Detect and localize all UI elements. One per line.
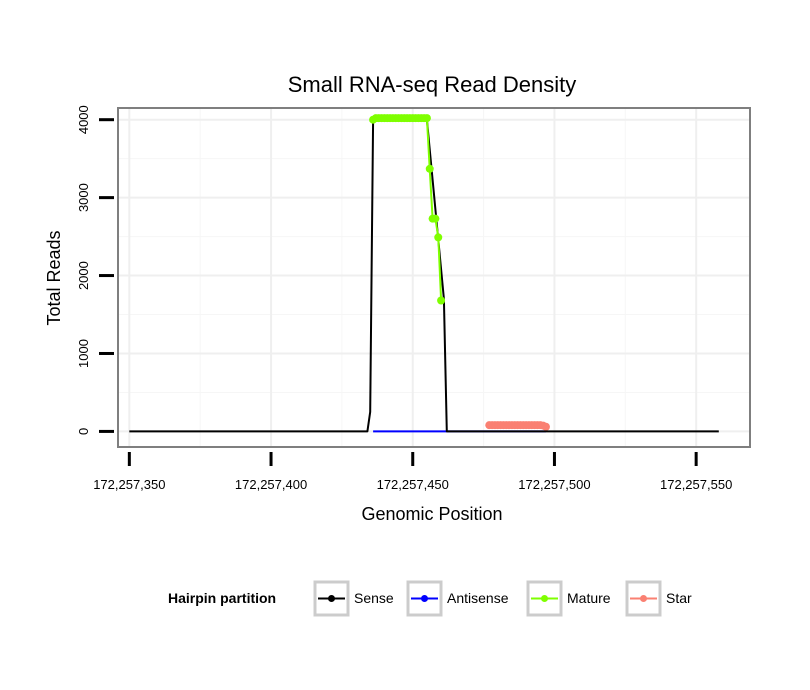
chart-title: Small RNA-seq Read Density bbox=[288, 72, 577, 97]
x-axis-label: Genomic Position bbox=[361, 504, 502, 524]
x-axis: 172,257,350 172,257,400 172,257,450 172,257… bbox=[93, 452, 732, 492]
y-tick-label: 3000 bbox=[76, 183, 91, 212]
point-mature bbox=[431, 214, 440, 223]
x-tick-label: 172,257,500 bbox=[518, 477, 590, 492]
y-tick-label: 1000 bbox=[76, 339, 91, 368]
y-axis: 0 1000 2000 3000 4000 bbox=[76, 105, 114, 435]
legend-dot-antisense bbox=[421, 595, 428, 602]
legend-label-star: Star bbox=[666, 590, 692, 606]
x-tick-label: 172,257,350 bbox=[93, 477, 165, 492]
point-mature bbox=[437, 296, 446, 305]
point-mature bbox=[425, 164, 434, 173]
series-group bbox=[129, 114, 719, 433]
series-sense-line bbox=[129, 118, 719, 433]
y-axis-label: Total Reads bbox=[44, 230, 64, 325]
legend-dot-star bbox=[640, 595, 647, 602]
panel-background bbox=[118, 108, 750, 447]
point-star bbox=[541, 422, 550, 431]
y-tick-label: 2000 bbox=[76, 261, 91, 290]
legend-label-mature: Mature bbox=[567, 590, 611, 606]
x-tick-label: 172,257,450 bbox=[377, 477, 449, 492]
legend: Hairpin partition Sense Antisense Mature St… bbox=[168, 580, 692, 617]
y-tick-label: 4000 bbox=[76, 105, 91, 134]
point-mature bbox=[434, 233, 443, 242]
plot-frame bbox=[117, 107, 751, 448]
legend-label-antisense: Antisense bbox=[447, 590, 509, 606]
x-tick-label: 172,257,400 bbox=[235, 477, 307, 492]
legend-dot-sense bbox=[328, 595, 335, 602]
legend-dot-mature bbox=[541, 595, 548, 602]
legend-label-sense: Sense bbox=[354, 590, 394, 606]
x-tick-label: 172,257,550 bbox=[660, 477, 732, 492]
legend-title: Hairpin partition bbox=[168, 590, 276, 606]
point-mature bbox=[422, 114, 431, 123]
y-tick-label: 0 bbox=[76, 428, 91, 435]
panel-border bbox=[117, 107, 751, 448]
plot-panel bbox=[118, 108, 750, 447]
